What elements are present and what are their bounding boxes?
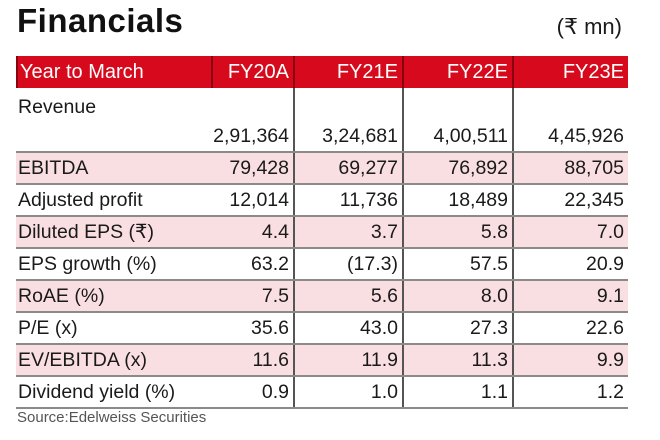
table-cell: 27.3 <box>402 313 512 343</box>
table-cell: 69,277 <box>293 153 402 183</box>
table-cell: 88,705 <box>512 153 628 183</box>
table-cell: 11.6 <box>252 348 289 371</box>
row-label: EPS growth (%) <box>18 252 157 275</box>
table-cell: 9.9 <box>512 345 628 375</box>
column-header: Year to March <box>16 56 211 88</box>
table-cell: 11,736 <box>293 185 402 215</box>
table-cell: 22,345 <box>512 185 628 215</box>
table-cell: 35.6 <box>251 316 289 339</box>
row-label: Adjusted profit <box>18 188 143 211</box>
table-cell: 43.0 <box>293 313 402 343</box>
row-label: EBITDA <box>18 156 89 179</box>
column-header: FY20A <box>211 56 293 88</box>
row-label: Diluted EPS (₹) <box>18 221 154 243</box>
table-row: Revenue 2,91,364 3,24,681 4,00,511 4,45,… <box>16 88 628 153</box>
table-row: Dividend yield (%) 0.9 1.0 1.1 1.2 <box>16 377 628 409</box>
table-row: Adjusted profit 12,014 11,736 18,489 22,… <box>16 185 628 217</box>
table-cell: 5.6 <box>293 281 402 311</box>
table-row: EV/EBITDA (x) 11.6 11.9 11.3 9.9 <box>16 345 628 377</box>
table-row: P/E (x) 35.6 43.0 27.3 22.6 <box>16 313 628 345</box>
table-cell: 11.3 <box>402 345 512 375</box>
table-row: EBITDA 79,428 69,277 76,892 88,705 <box>16 153 628 185</box>
table-cell: 63.2 <box>251 252 289 275</box>
column-header: FY21E <box>293 56 402 88</box>
table-cell: 57.5 <box>402 249 512 279</box>
table-cell: 2,91,364 <box>213 125 289 147</box>
table-cell: (17.3) <box>293 249 402 279</box>
table-cell: 3,24,681 <box>293 88 402 151</box>
financials-table: Year to March FY20A FY21E FY22E FY23E Re… <box>16 56 628 409</box>
table-cell: 4,00,511 <box>402 88 512 151</box>
row-label: P/E (x) <box>18 316 78 339</box>
table-cell: 1.2 <box>512 377 628 407</box>
row-label: EV/EBITDA (x) <box>18 348 147 371</box>
page-title: Financials <box>17 2 184 39</box>
source-note: Source:Edelweiss Securities <box>17 409 207 426</box>
table-cell: 5.8 <box>402 217 512 247</box>
table-cell: 0.9 <box>261 380 289 403</box>
row-label: Dividend yield (%) <box>18 380 176 403</box>
table-cell: 20.9 <box>512 249 628 279</box>
table-cell: 7.0 <box>512 217 628 247</box>
column-header: FY22E <box>402 56 512 88</box>
table-cell: 18,489 <box>402 185 512 215</box>
row-label: Revenue <box>18 96 97 118</box>
table-cell: 76,892 <box>402 153 512 183</box>
table-cell: 79,428 <box>229 156 289 179</box>
table-cell: 9.1 <box>512 281 628 311</box>
table-cell: 12,014 <box>229 188 289 211</box>
table-cell: 4,45,926 <box>512 88 628 151</box>
table-row: Diluted EPS (₹) 4.4 3.7 5.8 7.0 <box>16 217 628 249</box>
table-cell: 11.9 <box>293 345 402 375</box>
table-cell: 1.1 <box>402 377 512 407</box>
table-cell: 7.5 <box>261 284 289 307</box>
table-cell: 4.4 <box>261 220 289 243</box>
table-row: RoAE (%) 7.5 5.6 8.0 9.1 <box>16 281 628 313</box>
unit-label: (₹ mn) <box>556 14 622 39</box>
column-header: FY23E <box>512 56 628 88</box>
table-header-row: Year to March FY20A FY21E FY22E FY23E <box>16 56 628 88</box>
table-cell: 3.7 <box>293 217 402 247</box>
table-cell: 1.0 <box>293 377 402 407</box>
table-row: EPS growth (%) 63.2 (17.3) 57.5 20.9 <box>16 249 628 281</box>
table-cell: 8.0 <box>402 281 512 311</box>
row-label: RoAE (%) <box>18 284 105 307</box>
table-cell: 22.6 <box>512 313 628 343</box>
